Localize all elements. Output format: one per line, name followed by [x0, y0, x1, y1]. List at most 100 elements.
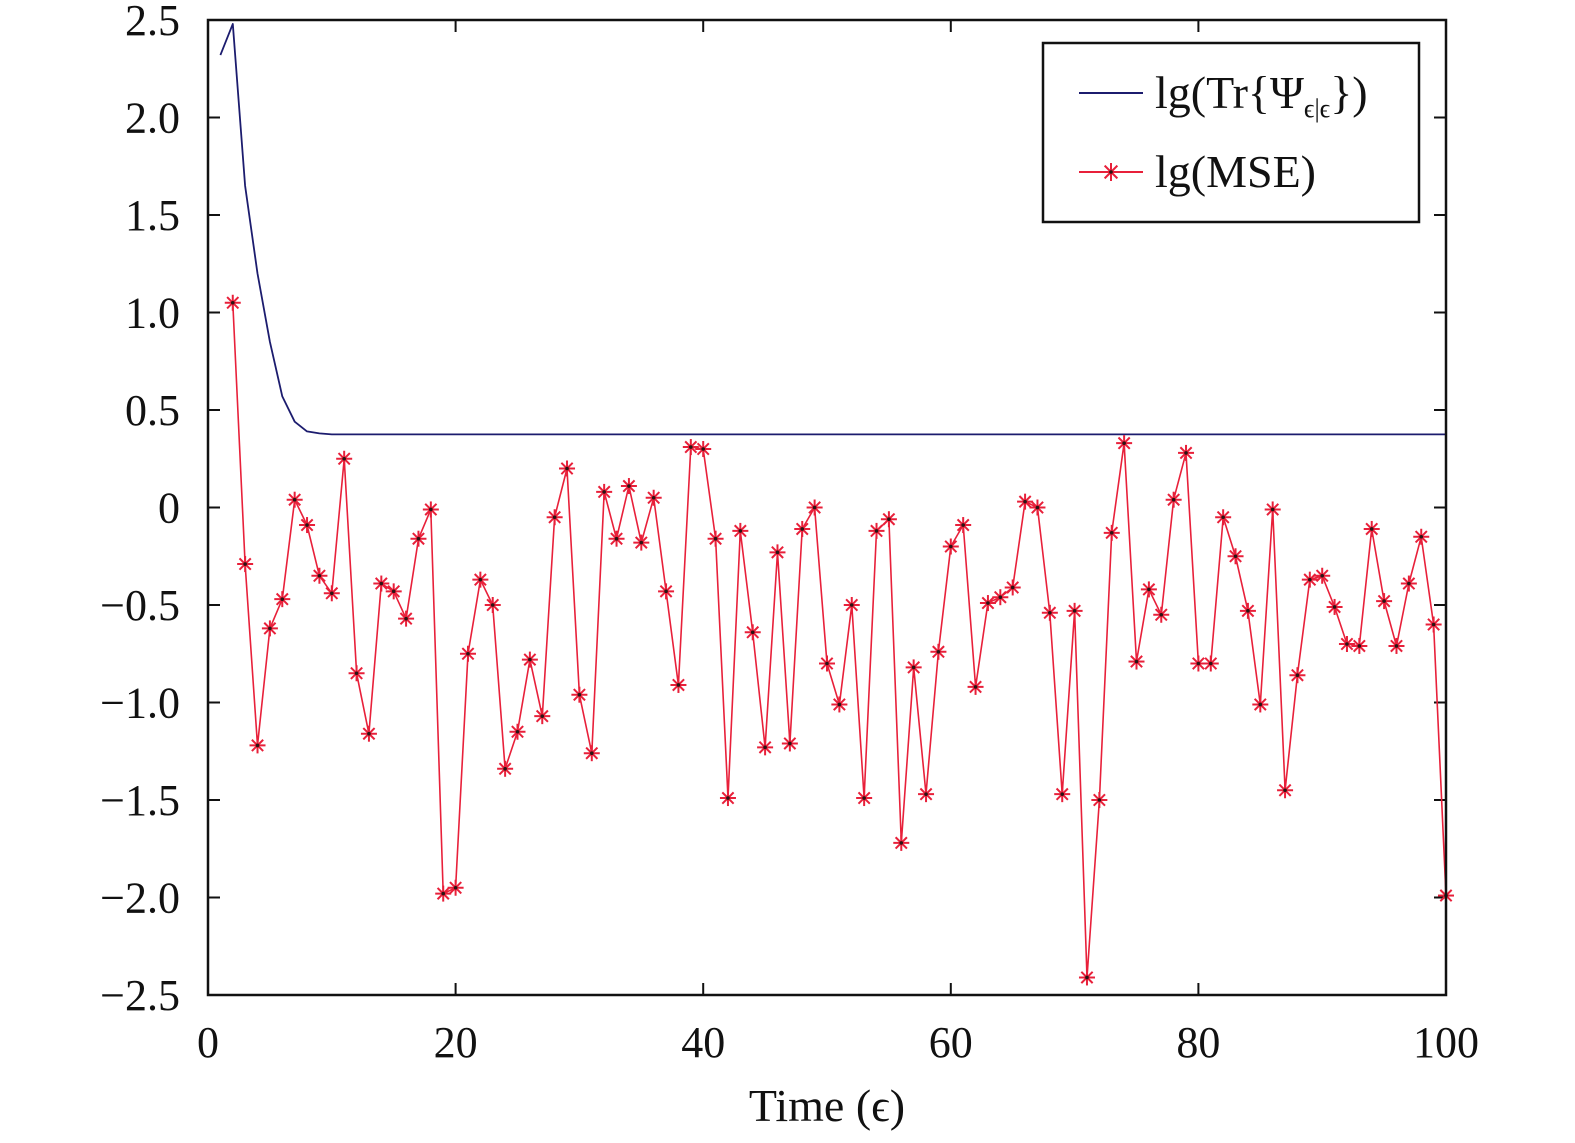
data-point-mse	[373, 575, 390, 592]
legend-label-trace-end: })	[1330, 67, 1367, 118]
data-point-mse	[732, 522, 749, 539]
data-point-mse	[546, 509, 563, 526]
y-tick-label: −2.0	[100, 874, 180, 923]
data-point-mse	[1301, 571, 1318, 588]
y-tick-label: 1.0	[125, 289, 180, 338]
data-point-mse	[1326, 598, 1343, 615]
data-point-mse	[670, 676, 687, 693]
data-point-mse	[1400, 575, 1417, 592]
legend-marker-star	[1102, 163, 1120, 181]
legend: lg(Tr{Ψϵ|ϵ}) lg(MSE)	[1041, 41, 1421, 224]
data-point-mse	[311, 567, 328, 584]
x-tick-label: 0	[197, 1018, 219, 1067]
data-point-mse	[979, 595, 996, 612]
data-point-mse	[249, 737, 266, 754]
data-point-mse	[633, 534, 650, 551]
data-point-mse	[831, 696, 848, 713]
data-point-mse	[299, 517, 316, 534]
data-point-mse	[261, 620, 278, 637]
data-point-mse	[645, 489, 662, 506]
y-tick-label: −1.0	[100, 679, 180, 728]
data-point-mse	[843, 597, 860, 613]
data-point-mse	[1363, 520, 1380, 537]
data-point-mse	[1178, 444, 1195, 461]
data-point-mse	[1054, 786, 1071, 803]
data-point-mse	[497, 760, 514, 777]
data-point-mse	[398, 610, 415, 627]
y-tick-label: 1.5	[125, 191, 180, 240]
data-point-mse	[1227, 548, 1244, 565]
data-point-mse	[905, 659, 922, 676]
data-point-mse	[1165, 491, 1182, 508]
legend-box	[1041, 41, 1421, 224]
series-line-mse	[232, 302, 1447, 979]
data-point-mse	[992, 589, 1009, 606]
data-point-mse	[682, 439, 699, 456]
data-point-mse	[1140, 581, 1157, 598]
data-point-mse	[719, 790, 736, 807]
data-point-mse	[695, 441, 712, 457]
legend-label-trace-main: lg(Tr{Ψ	[1155, 67, 1304, 118]
data-point-mse	[1289, 667, 1306, 684]
data-point-mse	[1252, 696, 1269, 713]
legend-label-mse: lg(MSE)	[1155, 146, 1316, 197]
data-point-mse	[237, 556, 254, 573]
data-point-mse	[1078, 969, 1095, 986]
data-point-mse	[1128, 653, 1145, 670]
x-tick-label: 20	[434, 1018, 478, 1067]
data-point-mse	[1066, 602, 1083, 619]
data-point-mse	[806, 499, 823, 516]
data-point-mse	[1425, 616, 1442, 633]
data-point-mse	[583, 745, 600, 762]
data-point-mse	[336, 450, 353, 467]
data-point-mse	[620, 478, 637, 495]
x-tick-label: 60	[929, 1018, 973, 1067]
data-point-mse	[521, 651, 538, 668]
data-point-mse	[459, 645, 476, 662]
data-point-mse	[967, 678, 984, 695]
y-tick-label: 2.0	[125, 94, 180, 143]
data-point-mse	[918, 786, 935, 803]
x-axis-label: Time (ϵ)	[749, 1080, 905, 1131]
data-point-mse	[1314, 567, 1331, 584]
data-point-mse	[1202, 655, 1219, 672]
data-point-mse	[942, 538, 959, 555]
data-point-mse	[571, 686, 588, 703]
data-point-mse	[1239, 602, 1256, 619]
tick-labels: 0 20 40 60 80 100 −2.5 −2.0 −1.5 −1.0 −0.5 0 0.5 1.0 1…	[100, 0, 1479, 1067]
series-line-trace	[219, 22, 1446, 436]
data-point-mse	[596, 483, 613, 500]
y-tick-label: 2.5	[125, 0, 180, 45]
data-point-mse	[608, 530, 625, 547]
x-tick-label: 40	[681, 1018, 725, 1067]
data-point-mse	[794, 520, 811, 537]
data-point-mse	[880, 511, 897, 528]
data-point-mse	[744, 624, 761, 641]
data-point-mse	[781, 735, 798, 752]
data-point-mse	[385, 583, 402, 600]
y-tick-label: 0.5	[125, 386, 180, 435]
data-point-mse	[348, 665, 365, 682]
data-point-mse	[1264, 501, 1281, 518]
data-point-mse	[274, 591, 291, 608]
data-point-mse	[323, 585, 340, 602]
data-point-mse	[1029, 499, 1046, 516]
y-tick-label: −2.5	[100, 971, 180, 1020]
data-point-mse	[1041, 604, 1058, 621]
data-point-mse	[1017, 493, 1034, 510]
x-tick-label: 100	[1413, 1018, 1479, 1067]
data-point-mse	[1091, 792, 1108, 808]
y-tick-label: −0.5	[100, 581, 180, 630]
data-point-mse	[422, 501, 439, 518]
data-point-mse	[1351, 637, 1368, 654]
data-point-mse	[930, 643, 947, 660]
data-point-mse	[484, 597, 501, 613]
y-tick-label: 0	[158, 484, 180, 533]
data-point-mse	[1388, 637, 1405, 654]
data-point-mse	[435, 885, 452, 902]
y-tick-label: −1.5	[100, 776, 180, 825]
x-tick-label: 80	[1176, 1018, 1220, 1067]
data-point-mse	[658, 583, 675, 600]
data-point-mse	[707, 530, 724, 547]
